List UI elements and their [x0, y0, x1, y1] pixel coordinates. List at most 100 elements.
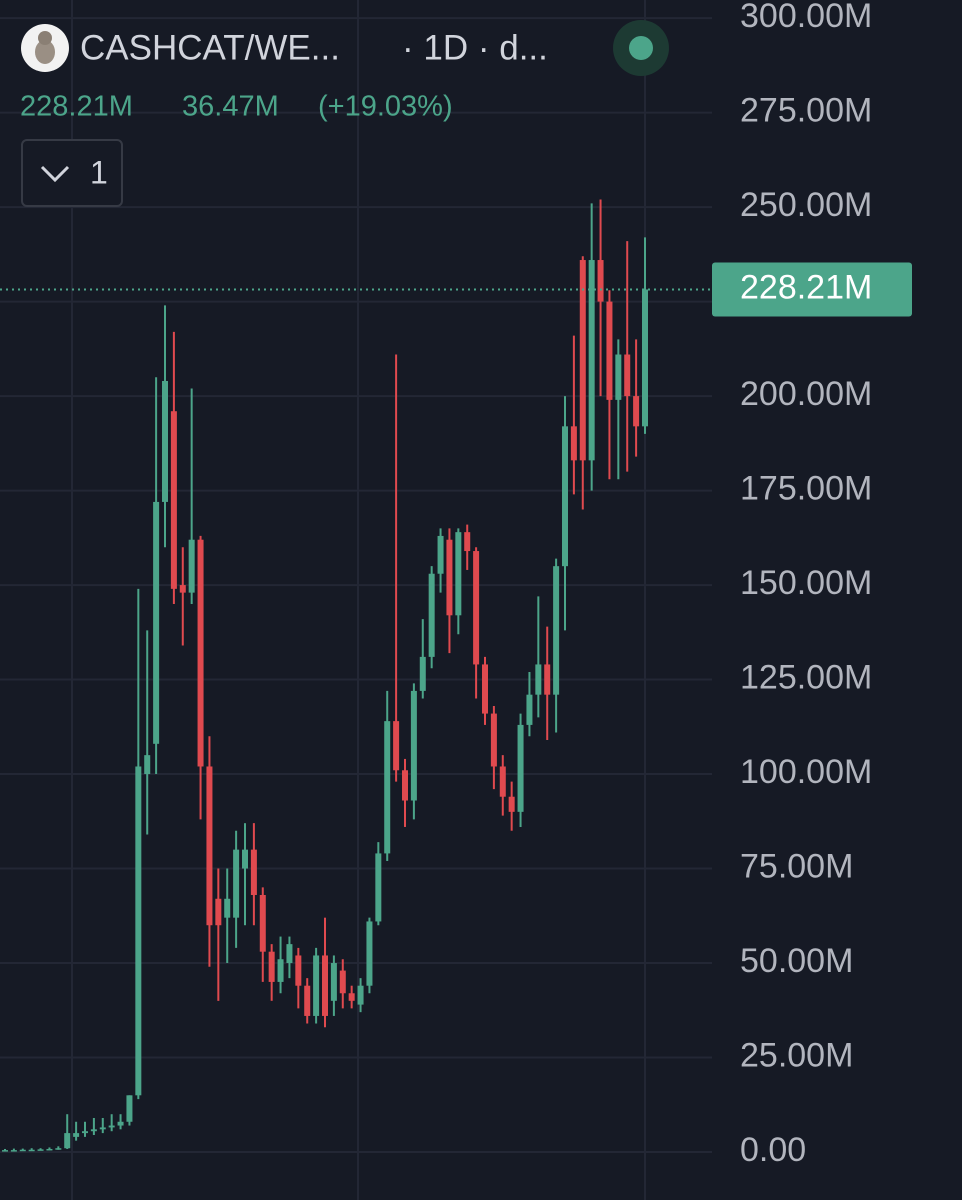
candle-body	[242, 849, 248, 869]
candle-body	[28, 1149, 35, 1152]
candle-body	[215, 898, 222, 926]
change-pct: (+19.03%)	[318, 91, 453, 123]
symbol-icon-cat	[35, 40, 55, 64]
candle-body	[144, 755, 151, 775]
candle-body	[455, 532, 462, 616]
candle-body	[410, 690, 417, 801]
candle-body	[250, 849, 257, 895]
chevron	[40, 165, 70, 183]
candle-body	[153, 501, 160, 744]
candle-body	[526, 694, 533, 725]
candle-body	[633, 396, 640, 427]
y-tick-label: 175.00M	[740, 470, 872, 508]
candle-body	[10, 1150, 17, 1152]
candle-body	[490, 713, 497, 767]
symbol: CASHCAT/WE...	[80, 28, 340, 67]
candle-body	[482, 664, 488, 714]
candle-body	[384, 721, 391, 854]
candle-body	[562, 426, 568, 567]
candle-body	[517, 724, 524, 812]
candle-body	[268, 951, 275, 982]
change: 36.47M	[182, 91, 279, 123]
collapse-button[interactable]	[21, 139, 123, 207]
y-tick-label: 100.00M	[740, 753, 872, 791]
candle-body	[624, 354, 631, 397]
candle-body	[535, 664, 542, 695]
interval: · 1D · d...	[402, 28, 548, 67]
candle-body	[224, 898, 231, 918]
candle-body	[55, 1148, 62, 1150]
candle-body	[19, 1149, 26, 1152]
status-dot[interactable]	[629, 36, 653, 60]
candle-body	[428, 573, 435, 657]
candle-body	[90, 1129, 97, 1132]
candle-body	[295, 955, 302, 986]
candle-body	[322, 955, 328, 1016]
y-tick-label: 300.00M	[740, 0, 872, 35]
candle-body	[233, 849, 240, 918]
candle-body	[82, 1131, 88, 1134]
candle-body	[37, 1149, 44, 1151]
candle-body	[170, 411, 177, 589]
candle-body	[304, 985, 311, 1016]
y-tick-label: 0.00	[740, 1131, 806, 1169]
candle-body	[162, 380, 168, 502]
candle-body	[579, 260, 586, 461]
candle-body	[606, 301, 613, 400]
candle-body	[126, 1095, 133, 1122]
candle-body	[286, 944, 293, 964]
candle-body	[366, 921, 373, 986]
candle-body	[402, 770, 408, 801]
candle-body	[570, 426, 577, 461]
candle-body	[99, 1127, 106, 1130]
candle-body	[108, 1125, 115, 1128]
y-tick-label: 125.00M	[740, 659, 872, 697]
candle-body	[419, 656, 426, 691]
candle-body	[206, 766, 213, 926]
candle-body	[117, 1121, 124, 1126]
candle-body	[375, 853, 382, 922]
candle-body	[313, 955, 320, 1016]
candle-body	[197, 539, 204, 767]
candle-body	[2, 1150, 8, 1152]
candle-body	[179, 585, 186, 593]
candle-body	[259, 894, 266, 952]
candle-body	[597, 260, 604, 302]
y-tick-label: 250.00M	[740, 186, 872, 224]
candle-body	[508, 796, 515, 812]
candle-body	[330, 963, 337, 1001]
y-tick-label: 25.00M	[740, 1036, 853, 1074]
candle-body	[64, 1133, 71, 1149]
candle-body	[188, 539, 195, 593]
candle-body	[135, 766, 142, 1096]
candle-body	[348, 993, 355, 1001]
candle-body	[464, 532, 471, 552]
candle-body	[393, 721, 400, 771]
candle-body	[553, 566, 560, 695]
candle-body	[642, 289, 648, 427]
price-label: 228.21M	[740, 268, 872, 306]
price-label-bg	[712, 262, 912, 317]
candle-body	[357, 985, 364, 1005]
y-tick-label: 50.00M	[740, 942, 853, 980]
candle-body	[339, 970, 346, 994]
candle-body	[473, 551, 480, 665]
candle-body	[588, 260, 595, 461]
y-tick-label: 150.00M	[740, 564, 872, 602]
candle-body	[73, 1133, 80, 1137]
candle-body	[544, 664, 551, 695]
y-tick-label: 200.00M	[740, 375, 872, 413]
candle-body	[615, 354, 622, 400]
candle-body	[437, 535, 444, 574]
symbol-icon-cat-head	[38, 31, 52, 45]
candles	[2, 199, 648, 1152]
overlay: 0.00 25.00M 50.00M 75.00M 100.00M 125.00M 150.…	[0, 0, 912, 1169]
candle-body	[277, 959, 284, 982]
candle-body	[446, 539, 453, 616]
y-tick-label: 275.00M	[740, 92, 872, 130]
candle-body	[46, 1148, 53, 1151]
candle-body	[499, 766, 506, 797]
collapse-count: 1	[90, 154, 108, 190]
last-price: 228.21M	[20, 91, 133, 123]
